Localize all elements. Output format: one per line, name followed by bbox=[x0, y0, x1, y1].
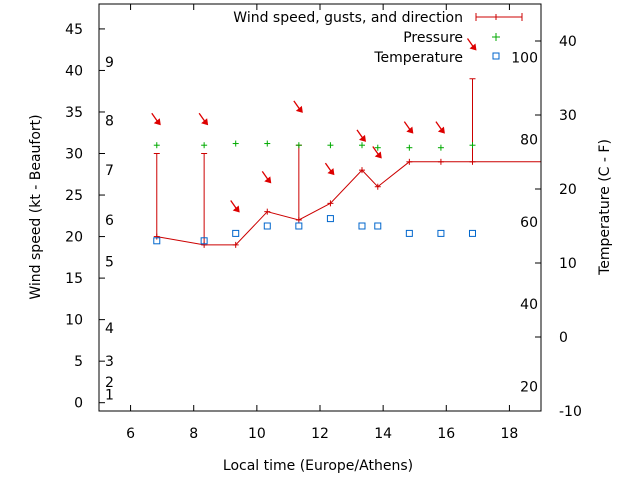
beaufort-label: 6 bbox=[105, 213, 114, 229]
fahrenheit-label: 80 bbox=[520, 133, 538, 149]
x-tick-label: 18 bbox=[501, 426, 519, 442]
temperature-point bbox=[232, 229, 240, 237]
beaufort-label: 4 bbox=[105, 321, 114, 337]
fahrenheit-label: 40 bbox=[520, 297, 538, 313]
wind-direction-arrowhead bbox=[358, 134, 366, 142]
legend-key-pressure bbox=[492, 33, 500, 41]
wind-direction-arrowhead bbox=[469, 43, 477, 51]
beaufort-label: 1 bbox=[105, 387, 114, 403]
wind-direction-arrowhead bbox=[437, 126, 445, 134]
x-axis-title: Local time (Europe/Athens) bbox=[223, 458, 413, 474]
x-tick-label: 6 bbox=[126, 426, 135, 442]
fahrenheit-label: 60 bbox=[520, 215, 538, 231]
beaufort-label: 5 bbox=[105, 254, 114, 270]
temperature-point bbox=[153, 237, 161, 245]
fahrenheit-label: 20 bbox=[520, 379, 538, 395]
temperature-point bbox=[405, 229, 413, 237]
legend-label-wind: Wind speed, gusts, and direction bbox=[233, 10, 463, 26]
y-tick-label-celsius: 40 bbox=[559, 34, 577, 50]
wind-direction-arrowhead bbox=[295, 105, 303, 113]
x-tick-label: 10 bbox=[248, 426, 266, 442]
legend: Wind speed, gusts, and direction Pressur… bbox=[233, 10, 523, 66]
y-tick-label-celsius: 10 bbox=[559, 256, 577, 272]
y-tick-label-left: 20 bbox=[65, 230, 83, 246]
wind-direction-arrowhead bbox=[153, 118, 161, 126]
beaufort-label: 7 bbox=[105, 163, 114, 179]
y-tick-label-left: 40 bbox=[65, 63, 83, 79]
y-axis-title-left: Wind speed (kt - Beaufort) bbox=[28, 114, 44, 299]
y-tick-label-celsius: 0 bbox=[559, 330, 568, 346]
x-tick-label: 8 bbox=[189, 426, 198, 442]
legend-key-wind bbox=[475, 13, 523, 21]
x-tick-label: 16 bbox=[437, 426, 455, 442]
temperature-point bbox=[437, 229, 445, 237]
wind-direction-arrowhead bbox=[232, 205, 240, 213]
tick-marks bbox=[99, 4, 541, 412]
y-tick-label-left: 15 bbox=[65, 271, 83, 287]
temperature-point bbox=[374, 222, 382, 230]
y-tick-label-celsius: 20 bbox=[559, 182, 577, 198]
wind-direction-arrowhead bbox=[374, 151, 382, 159]
wind-direction-arrowhead bbox=[406, 126, 414, 134]
temperature-point bbox=[468, 229, 476, 237]
legend-key-temperature bbox=[492, 52, 500, 60]
temperature-point bbox=[358, 222, 366, 230]
y-tick-label-left: 5 bbox=[74, 354, 83, 370]
wind-direction-arrowhead bbox=[327, 168, 335, 176]
fahrenheit-label: 100 bbox=[511, 50, 538, 66]
plot-frame bbox=[98, 3, 542, 412]
y-tick-label-left: 35 bbox=[65, 105, 83, 121]
x-tick-label: 14 bbox=[374, 426, 392, 442]
legend-label-pressure: Pressure bbox=[403, 30, 463, 46]
tick-labels: 6 8 10 12 14 16 18051015202530354045-100102030… bbox=[65, 22, 582, 442]
wind-speed-line bbox=[156, 161, 541, 246]
y-tick-label-left: 25 bbox=[65, 188, 83, 204]
x-tick-label: 12 bbox=[311, 426, 329, 442]
beaufort-label: 3 bbox=[105, 354, 114, 370]
y-tick-label-celsius: 30 bbox=[559, 108, 577, 124]
y-tick-label-left: 45 bbox=[65, 22, 83, 38]
beaufort-label: 8 bbox=[105, 113, 114, 129]
temperature-point bbox=[295, 222, 303, 230]
y-tick-label-left: 0 bbox=[74, 396, 83, 412]
temperature-point bbox=[263, 222, 271, 230]
y-axis-title-right: Temperature (C - F) bbox=[597, 139, 613, 276]
plot-series bbox=[151, 38, 541, 248]
beaufort-label: 2 bbox=[105, 375, 114, 391]
wind-direction-arrowhead bbox=[201, 118, 209, 126]
legend-label-temperature: Temperature bbox=[373, 50, 463, 66]
y-tick-label-left: 30 bbox=[65, 147, 83, 163]
y-tick-label-celsius: -10 bbox=[559, 404, 582, 420]
beaufort-label: 9 bbox=[105, 55, 114, 71]
temperature-point bbox=[326, 215, 334, 223]
y-tick-label-left: 10 bbox=[65, 313, 83, 329]
temperature-point bbox=[200, 237, 208, 245]
wind-direction-arrowhead bbox=[264, 176, 272, 184]
